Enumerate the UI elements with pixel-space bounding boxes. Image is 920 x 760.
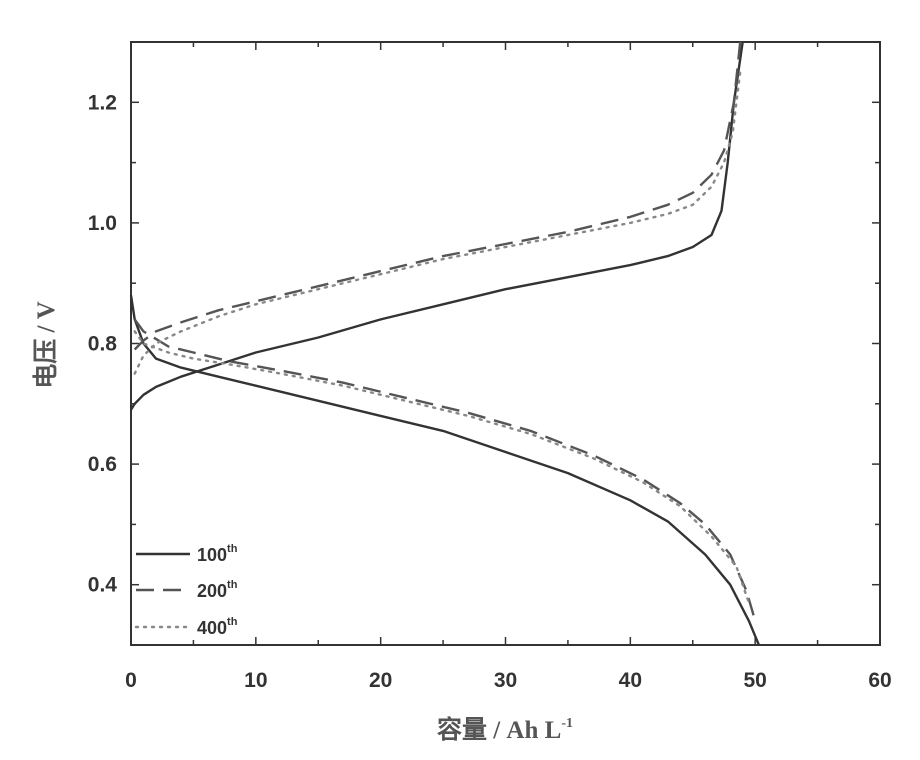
legend: 100th200th400th [136,543,238,638]
axis-ticks [131,42,880,645]
series-200-discharge-line [135,319,756,621]
x-tick-labels: 0 10 20 30 40 50 60 [125,669,892,692]
legend-label-sup: th [227,616,238,628]
y-tick-label: 0.8 [88,333,118,356]
x-axis-title-text: 容量 / Ah L [437,715,561,744]
x-tick-label: 20 [369,669,392,692]
y-axis-title: 电压 / V [32,301,60,389]
plot-frame [131,42,880,645]
x-axis-title-sup: -1 [561,716,573,731]
y-tick-label: 0.6 [88,453,117,476]
legend-label-number: 200 [197,581,227,601]
x-tick-label: 30 [494,669,517,692]
x-tick-label: 10 [244,669,267,692]
y-tick-labels: 0.4 0.6 0.8 1.0 1.2 [88,91,118,596]
y-tick-label: 1.0 [88,212,117,235]
legend-label-number: 400 [197,618,227,638]
y-tick-label: 0.4 [88,574,118,597]
x-tick-label: 60 [868,669,891,692]
legend-label-400: 400th [197,616,238,638]
x-tick-label: 50 [743,669,766,692]
x-tick-label: 40 [619,669,642,692]
legend-label-sup: th [227,579,238,591]
series-200-charge-line [135,42,741,350]
legend-label-sup: th [227,543,238,555]
y-tick-label: 1.2 [88,91,117,114]
x-tick-label: 0 [125,669,137,692]
series-400-charge-line [135,72,741,374]
x-axis-title: 容量 / Ah L-1 [437,715,573,744]
legend-label-number: 100 [197,545,227,565]
chart: 0102030405060 0.40.60.81.01.2 100th200th… [0,0,920,760]
legend-label-200: 200th [197,579,238,601]
series-100-charge-line [131,42,743,410]
legend-label-100: 100th [197,543,238,565]
